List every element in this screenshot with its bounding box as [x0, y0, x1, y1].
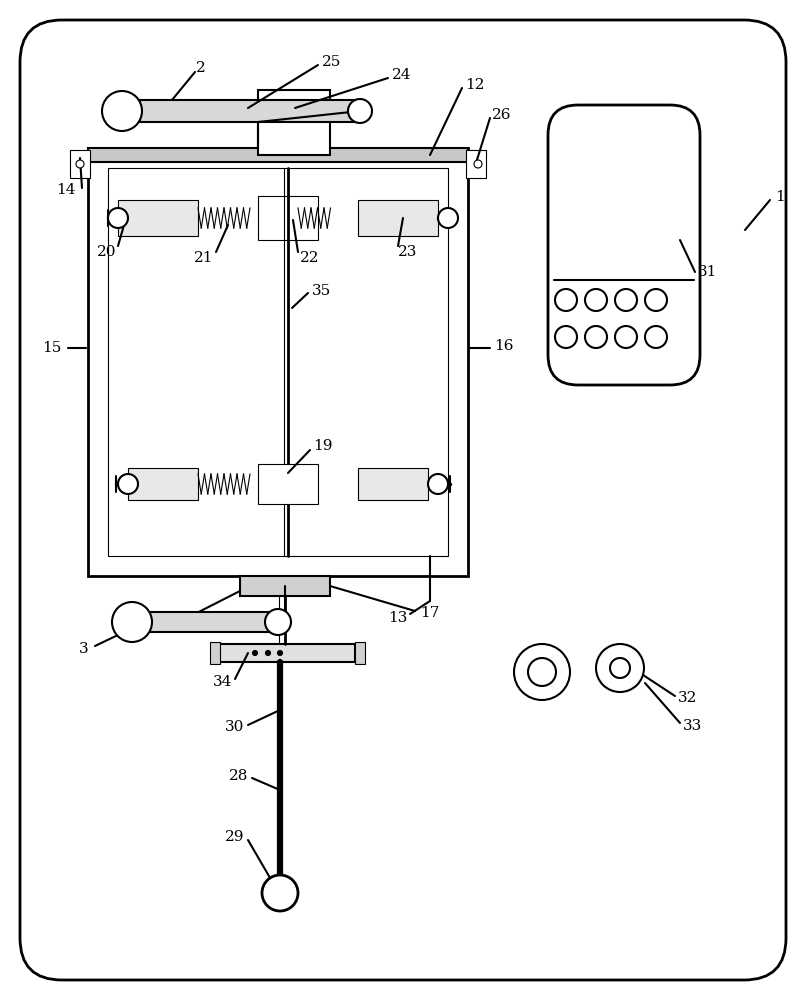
Text: 28: 28: [229, 769, 248, 783]
Bar: [258, 196, 318, 240]
Text: 34: 34: [213, 675, 232, 689]
Circle shape: [474, 160, 482, 168]
Circle shape: [76, 160, 84, 168]
Bar: [358, 468, 428, 500]
Circle shape: [102, 91, 142, 131]
Circle shape: [645, 289, 667, 311]
Text: 16: 16: [494, 339, 513, 353]
Text: 20: 20: [97, 245, 116, 259]
Bar: [148, 612, 278, 632]
Circle shape: [262, 875, 298, 911]
Text: 33: 33: [683, 719, 702, 733]
Text: 24: 24: [392, 68, 412, 82]
Text: 23: 23: [398, 245, 418, 259]
Text: 1: 1: [775, 190, 785, 204]
Circle shape: [528, 658, 556, 686]
Bar: [88, 148, 468, 162]
Circle shape: [615, 289, 637, 311]
Circle shape: [428, 474, 448, 494]
Text: 22: 22: [300, 251, 319, 265]
Bar: [128, 468, 198, 500]
Bar: [88, 148, 468, 576]
Circle shape: [615, 326, 637, 348]
Text: 30: 30: [225, 720, 244, 734]
Circle shape: [438, 208, 458, 228]
Text: 17: 17: [420, 606, 439, 620]
Text: 25: 25: [322, 55, 342, 69]
Text: 2: 2: [196, 61, 206, 75]
Circle shape: [585, 326, 607, 348]
Text: 21: 21: [193, 251, 213, 265]
FancyBboxPatch shape: [548, 105, 700, 385]
Circle shape: [108, 208, 128, 228]
Circle shape: [514, 644, 570, 700]
Bar: [118, 200, 198, 236]
Text: 13: 13: [388, 611, 408, 625]
Circle shape: [596, 644, 644, 692]
Bar: [70, 150, 90, 178]
Text: 12: 12: [465, 78, 484, 92]
Circle shape: [265, 609, 291, 635]
Circle shape: [555, 326, 577, 348]
Circle shape: [645, 326, 667, 348]
Bar: [358, 200, 438, 236]
Bar: [240, 576, 330, 596]
Text: 15: 15: [43, 341, 62, 355]
Bar: [258, 90, 330, 155]
Text: 35: 35: [312, 284, 331, 298]
Circle shape: [118, 474, 138, 494]
Circle shape: [610, 658, 630, 678]
FancyBboxPatch shape: [20, 20, 786, 980]
Text: 26: 26: [492, 108, 512, 122]
Circle shape: [265, 650, 271, 656]
Bar: [215, 644, 355, 662]
Circle shape: [585, 289, 607, 311]
Circle shape: [555, 289, 577, 311]
Text: 3: 3: [78, 642, 88, 656]
Text: 19: 19: [313, 439, 333, 453]
Text: 29: 29: [225, 830, 244, 844]
Circle shape: [348, 99, 372, 123]
Bar: [258, 464, 318, 504]
Circle shape: [277, 650, 282, 656]
Text: 32: 32: [678, 691, 697, 705]
Bar: [140, 100, 360, 122]
Bar: [108, 168, 448, 556]
Bar: [210, 642, 220, 664]
Circle shape: [252, 650, 257, 656]
Circle shape: [112, 602, 152, 642]
Bar: [466, 150, 486, 178]
Text: 14: 14: [56, 183, 76, 197]
Bar: [355, 642, 365, 664]
Text: 31: 31: [698, 265, 717, 279]
